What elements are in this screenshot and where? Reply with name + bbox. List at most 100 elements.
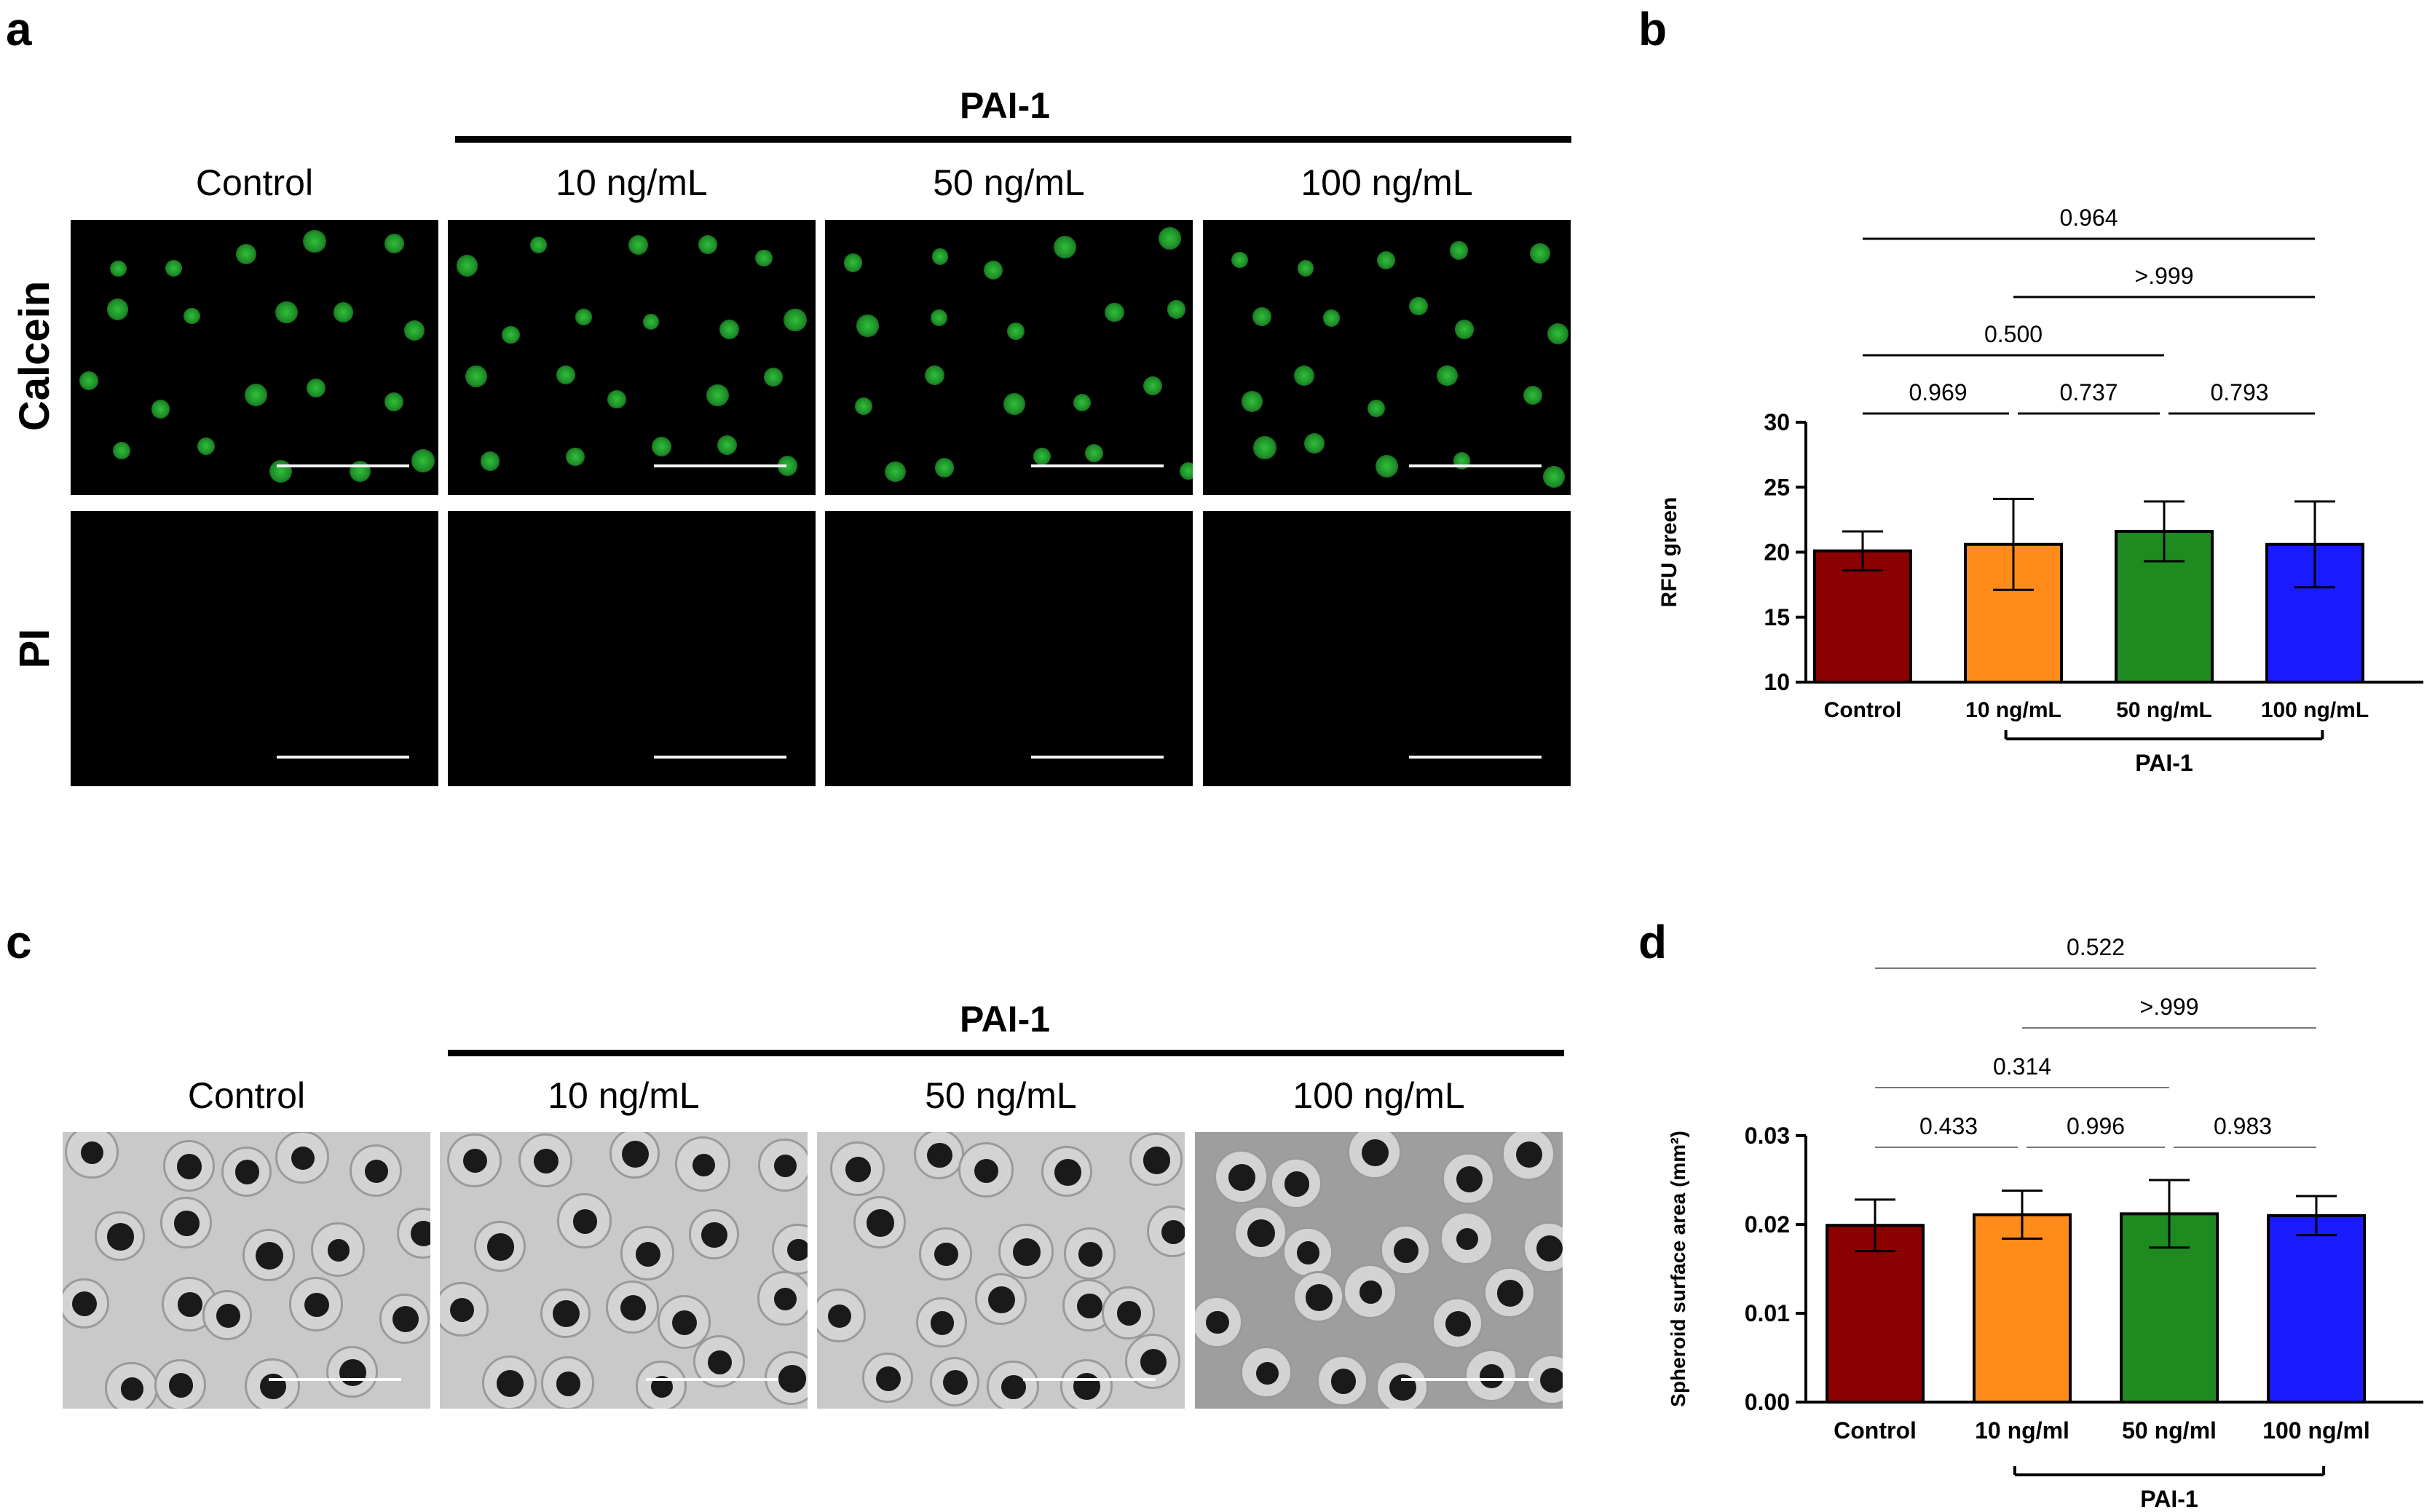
panel-c-col-100: 100 ng/mL xyxy=(1293,1075,1465,1116)
spheroid xyxy=(701,1222,728,1248)
spheroid xyxy=(1306,1284,1333,1311)
scale-bar xyxy=(1408,464,1542,467)
spheroid xyxy=(216,1304,240,1328)
microwell xyxy=(636,1361,687,1409)
calcein-cell xyxy=(1523,386,1542,405)
panel-a-col-50: 50 ng/mL xyxy=(933,162,1085,203)
spheroid xyxy=(1228,1164,1255,1192)
y-tick-label: 25 xyxy=(1764,474,1790,500)
microwell xyxy=(275,1132,329,1184)
calcein-cell xyxy=(151,399,170,419)
calcein-cell xyxy=(628,234,648,255)
spheroid xyxy=(1445,1310,1472,1337)
calcein-cell xyxy=(183,308,200,325)
bar xyxy=(1973,1213,2072,1404)
spheroid xyxy=(553,1300,580,1328)
calcein-cell xyxy=(934,457,955,478)
calcein-cell xyxy=(1449,241,1469,261)
calcein-cell xyxy=(1542,465,1565,488)
spheroid xyxy=(365,1160,389,1184)
calcein-cell xyxy=(885,461,907,483)
spheroid xyxy=(1054,1158,1081,1186)
calcein-cell xyxy=(1376,454,1399,478)
spheroid xyxy=(773,1155,797,1177)
calcein-cell xyxy=(1084,443,1104,462)
panel-c-10-image xyxy=(440,1132,808,1409)
panel-c-control-image xyxy=(63,1132,430,1409)
calcein-cell xyxy=(843,253,863,272)
calcein-cell xyxy=(269,459,293,483)
x-tick-label: 10 ng/mL xyxy=(1965,698,2061,722)
spheroid xyxy=(410,1220,430,1247)
p-value-label: 0.737 xyxy=(2059,379,2118,405)
calcein-cell xyxy=(1303,433,1325,454)
p-value-label: 0.522 xyxy=(2067,934,2125,960)
scale-bar xyxy=(653,756,786,759)
calcein-cell xyxy=(1242,391,1263,412)
x-tick-label: 10 ng/ml xyxy=(1975,1417,2069,1444)
panel-c-col-control: Control xyxy=(187,1075,306,1116)
calcein-cell xyxy=(1231,251,1248,269)
calcein-cell xyxy=(717,435,738,455)
calcein-cell xyxy=(643,313,660,330)
calcein-cell xyxy=(1529,242,1550,264)
panel-a-calcein-10-image xyxy=(448,220,816,495)
calcein-cell xyxy=(502,325,521,344)
calcein-cell xyxy=(109,260,127,277)
spheroid xyxy=(1078,1242,1103,1267)
calcein-cell xyxy=(1293,365,1315,387)
calcein-cell xyxy=(529,237,547,254)
spheroid xyxy=(1284,1171,1310,1197)
calcein-cell xyxy=(1253,436,1276,459)
spheroid xyxy=(827,1304,852,1329)
panel-a-calcein-100-image xyxy=(1203,220,1571,495)
panel-a-row-pi: PI xyxy=(11,628,58,669)
y-axis-label: Spheroid surface area (mm²) xyxy=(1667,1131,1689,1407)
calcein-cell xyxy=(384,233,404,253)
calcein-cell xyxy=(1105,302,1125,322)
spheroid xyxy=(572,1209,597,1234)
spheroid xyxy=(927,1142,952,1168)
x-tick-label: Control xyxy=(1834,1417,1917,1444)
spheroid xyxy=(1536,1235,1563,1262)
y-tick-label: 20 xyxy=(1764,539,1790,566)
calcein-cell xyxy=(924,365,945,386)
calcein-cell xyxy=(1003,392,1026,415)
scale-bar xyxy=(1022,1378,1156,1381)
spheroid xyxy=(1255,1361,1279,1385)
panel-a-calcein-50-image xyxy=(825,220,1193,495)
spheroid xyxy=(260,1373,287,1400)
calcein-cell xyxy=(456,255,478,277)
calcein-cell xyxy=(333,302,354,322)
spheroid xyxy=(636,1241,661,1267)
spheroid xyxy=(778,1365,806,1393)
calcein-cell xyxy=(1454,320,1474,339)
spheroid xyxy=(867,1208,895,1237)
spheroid xyxy=(930,1311,955,1335)
panel-b-chart: 10 15 20 25 30 RFU green Control 10 ng/mL 50 ng/… xyxy=(1657,205,2423,776)
group-label: PAI-1 xyxy=(2140,1486,2198,1512)
calcein-cell xyxy=(607,390,626,409)
spheroid xyxy=(1394,1238,1419,1263)
calcein-cell xyxy=(1180,462,1193,480)
microwell xyxy=(675,1136,731,1192)
spheroid xyxy=(234,1160,260,1185)
calcein-cell xyxy=(651,436,672,457)
calcein-cell xyxy=(1158,227,1181,250)
spheroid xyxy=(934,1243,958,1267)
calcein-cell xyxy=(575,308,592,325)
y-tick-label: 10 xyxy=(1764,669,1790,695)
scale-bar xyxy=(653,464,786,467)
panel-a-pi-10-image xyxy=(448,511,816,786)
x-tick-label: 100 ng/ml xyxy=(2262,1417,2370,1444)
spheroid xyxy=(987,1286,1016,1314)
microwell xyxy=(987,1361,1039,1409)
calcein-cell xyxy=(931,248,949,265)
microwell xyxy=(853,1195,907,1248)
calcein-cell xyxy=(706,384,729,407)
microwell xyxy=(958,1142,1014,1198)
group-label: PAI-1 xyxy=(2135,750,2193,776)
calcein-cell xyxy=(411,449,435,472)
bar xyxy=(2267,1214,2366,1404)
bar xyxy=(1826,1224,1925,1404)
